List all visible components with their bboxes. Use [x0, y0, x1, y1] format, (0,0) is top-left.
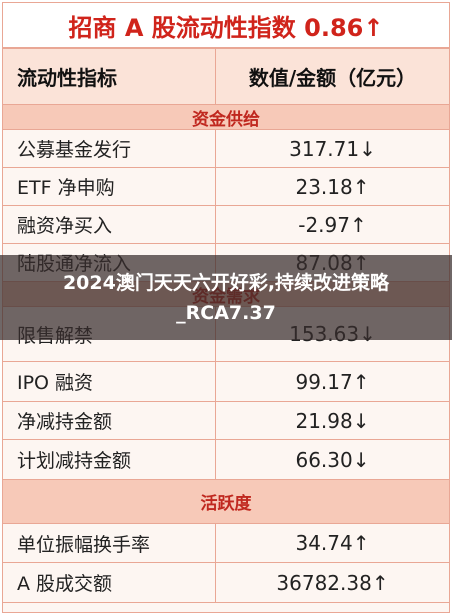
section-heading: 资金供给 — [3, 105, 449, 130]
row-value: 23.18↑ — [216, 168, 449, 206]
row-label: 单位振幅换手率 — [3, 524, 216, 563]
header-cell: 数值/金额（亿元） — [216, 49, 449, 105]
row-label: 融资净买入 — [3, 206, 216, 244]
section-heading: 活跃度 — [3, 480, 449, 524]
row-value: 99.17↑ — [216, 362, 449, 402]
row-label: 公募基金发行 — [3, 130, 216, 168]
row-label: IPO 融资 — [3, 362, 216, 402]
overlay-banner: 2024澳门天天六开好彩,持续改进策略_RCA7.37 — [0, 255, 452, 340]
header-cell: 流动性指标 — [3, 49, 216, 105]
overlay-caption: 2024澳门天天六开好彩,持续改进策略_RCA7.37 — [62, 271, 390, 324]
row-label: ETF 净申购 — [3, 168, 216, 206]
row-value: 66.30↓ — [216, 440, 449, 480]
row-label: A 股成交额 — [3, 563, 216, 603]
row-value: -2.97↑ — [216, 206, 449, 244]
row-label: 净减持金额 — [3, 402, 216, 440]
row-value: 34.74↑ — [216, 524, 449, 563]
row-value: 21.98↓ — [216, 402, 449, 440]
row-value: 317.71↓ — [216, 130, 449, 168]
table-title: 招商 A 股流动性指数 0.86↑ — [3, 3, 449, 49]
row-label: 计划减持金额 — [3, 440, 216, 480]
row-value: 36782.38↑ — [216, 563, 449, 603]
